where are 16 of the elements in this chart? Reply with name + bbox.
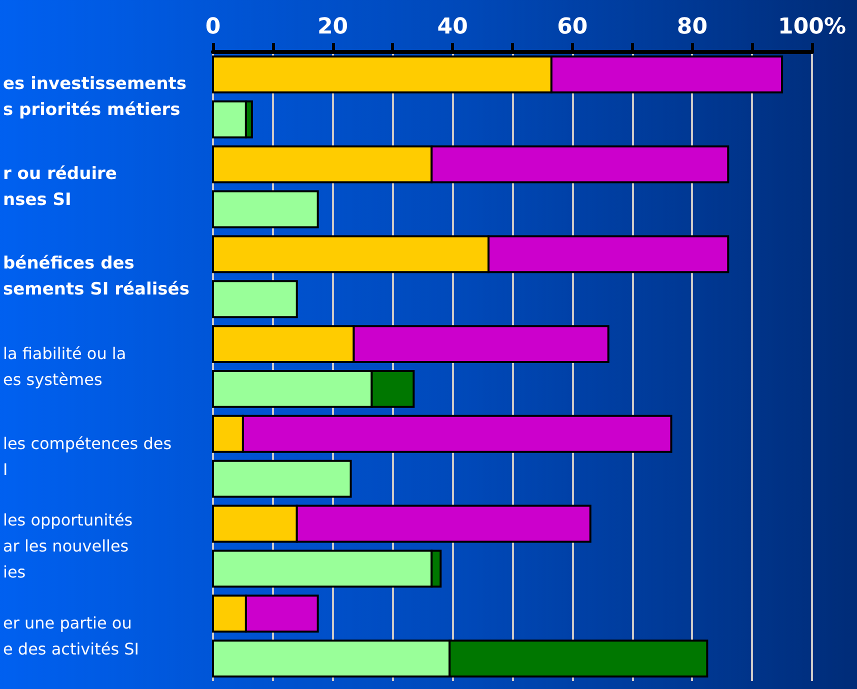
bar [212,190,319,228]
y-tick-label: les opportunités ar les nouvelles ies [3,510,133,582]
x-tick-label: 40 [437,14,468,40]
y-tick-label: er une partie ou e des activités SI [3,614,139,659]
x-tick-label: 80 [676,14,708,40]
x-tick-label: 20 [317,14,348,40]
x-tick-label: 100% [778,14,846,40]
y-tick-label: r ou réduire nses SI [3,164,117,210]
y-tick-label: les compétences des I [3,434,172,479]
y-tick-label: la fiabilité ou la es systèmes [3,344,126,389]
y-tick-label: bénéfices des sements SI réalisés [3,254,190,300]
x-tick-label: 0 [205,14,221,40]
bar [212,280,298,318]
x-tick-label: 60 [557,14,588,40]
y-tick-label: es investissements s priorités métiers [3,74,187,120]
bar [212,460,352,498]
